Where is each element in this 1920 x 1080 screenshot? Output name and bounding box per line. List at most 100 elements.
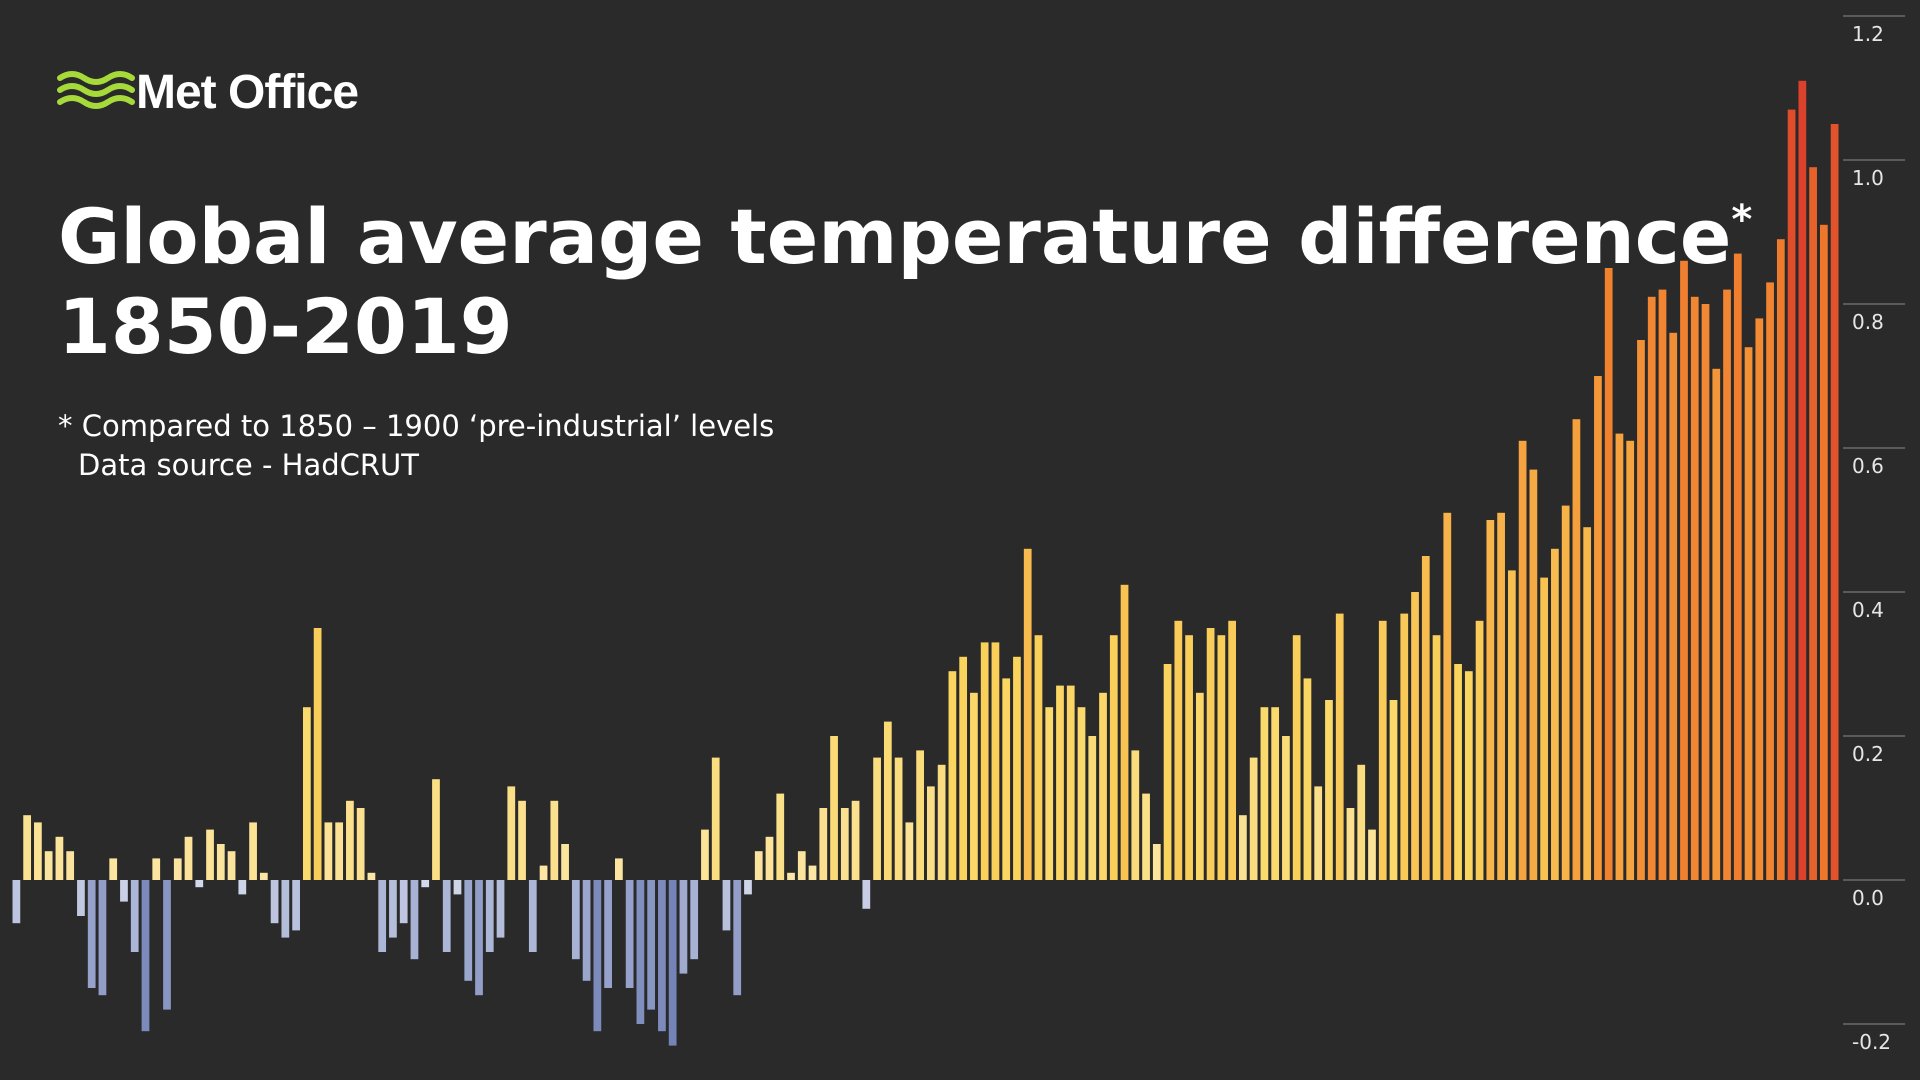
- bar: [561, 844, 569, 880]
- bar: [324, 822, 333, 880]
- bar: [1013, 656, 1021, 880]
- bar: [894, 757, 903, 880]
- bar: [23, 815, 32, 880]
- bar: [66, 851, 75, 880]
- bar: [1335, 613, 1344, 880]
- bar: [1411, 592, 1419, 880]
- bar: [1766, 282, 1774, 880]
- bar: [1271, 707, 1280, 880]
- bar: [1744, 347, 1753, 880]
- bar: [1723, 289, 1731, 881]
- y-tick-label: 0.4: [1852, 598, 1884, 622]
- bar: [485, 880, 494, 952]
- bar: [1690, 296, 1699, 880]
- bar: [87, 880, 96, 988]
- bar: [1594, 376, 1602, 880]
- bar: [249, 822, 257, 880]
- y-tick-label: 1.0: [1852, 166, 1884, 190]
- bar: [1701, 304, 1710, 880]
- bar: [216, 844, 225, 880]
- bar: [690, 880, 699, 960]
- bar: [1637, 340, 1645, 880]
- bar: [1131, 750, 1140, 880]
- bar: [636, 880, 645, 1024]
- bar: [1217, 635, 1226, 880]
- bar: [754, 851, 763, 880]
- bar: [550, 800, 559, 880]
- bar: [1475, 620, 1484, 880]
- bar: [808, 865, 817, 880]
- bar: [1152, 844, 1161, 880]
- bar: [991, 642, 1000, 880]
- bar: [1540, 577, 1549, 880]
- bar: [1809, 167, 1817, 880]
- bar: [1239, 815, 1247, 880]
- bar: [1733, 253, 1742, 881]
- bar: [1400, 613, 1409, 880]
- bar: [464, 880, 473, 981]
- bar: [787, 872, 795, 880]
- bar: [851, 800, 860, 880]
- bar: [98, 880, 107, 996]
- bar: [1142, 793, 1150, 880]
- bar: [1077, 707, 1086, 880]
- bar: [206, 829, 214, 880]
- bar: [916, 750, 924, 880]
- bar: [927, 786, 935, 880]
- bar: [1776, 239, 1785, 880]
- bar: [1357, 764, 1366, 880]
- bar: [1088, 736, 1097, 880]
- bar: [1551, 548, 1559, 880]
- bar: [905, 822, 914, 880]
- y-tick-label: 1.2: [1852, 22, 1884, 46]
- bar: [1432, 635, 1441, 880]
- bar: [475, 880, 483, 996]
- title-text: Global average temperature difference: [58, 192, 1731, 281]
- y-tick-label: 0.0: [1852, 886, 1884, 910]
- bar: [1464, 671, 1473, 880]
- bar: [1755, 318, 1764, 880]
- bar: [1314, 786, 1323, 880]
- bar: [658, 880, 666, 1032]
- bar: [1421, 556, 1430, 880]
- bar: [937, 764, 946, 880]
- bar: [120, 880, 128, 902]
- bar: [1647, 296, 1656, 880]
- bar: [518, 800, 526, 880]
- bar: [970, 692, 978, 880]
- bar: [1056, 685, 1064, 880]
- bar: [432, 779, 440, 880]
- bar: [292, 880, 300, 931]
- bar: [453, 880, 462, 895]
- bar: [238, 880, 247, 895]
- bar: [259, 872, 268, 880]
- plot: -0.2 0.0 0.2 0.4 0.6 0.8 1.0 1.2: [12, 15, 1905, 1054]
- bar: [1443, 512, 1452, 880]
- bar: [163, 880, 171, 1010]
- bar: [625, 880, 634, 988]
- bar: [776, 793, 785, 880]
- bar: [442, 880, 451, 952]
- bar: [1486, 520, 1495, 880]
- bar: [1378, 620, 1387, 880]
- bar: [109, 858, 118, 880]
- bar: [130, 880, 139, 952]
- bar: [1346, 808, 1355, 880]
- bar: [668, 880, 677, 1046]
- bar: [1680, 260, 1688, 880]
- bar: [281, 880, 290, 938]
- bar: [1368, 829, 1376, 880]
- bar: [1561, 505, 1570, 880]
- bar: [302, 707, 311, 880]
- bar: [980, 642, 989, 880]
- bar: [1023, 548, 1032, 880]
- y-tick-label: 0.6: [1852, 454, 1884, 478]
- bar: [701, 829, 709, 880]
- bar: [1249, 757, 1258, 880]
- bar: [1120, 584, 1129, 880]
- bar: [1109, 635, 1118, 880]
- bar: [1174, 620, 1183, 880]
- bar: [883, 721, 892, 880]
- bar: [1099, 692, 1107, 880]
